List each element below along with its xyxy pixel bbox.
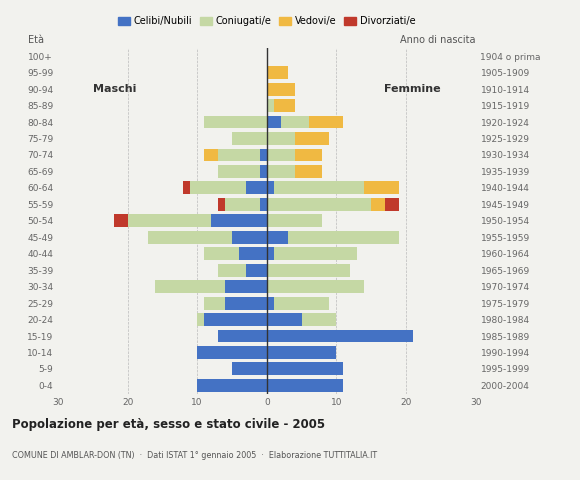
Bar [225,280,267,293]
Bar [239,247,267,260]
Bar [232,362,267,375]
Bar [190,181,246,194]
Bar [267,165,295,178]
Bar [295,165,322,178]
Bar [364,181,399,194]
Bar [281,116,309,129]
Bar [295,132,329,145]
Bar [267,280,364,293]
Bar [197,313,204,326]
Bar [267,116,281,129]
Bar [197,379,267,392]
Bar [218,264,246,276]
Bar [218,198,225,211]
Text: COMUNE DI AMBLAR-DON (TN)  ·  Dati ISTAT 1° gennaio 2005  ·  Elaborazione TUTTIT: COMUNE DI AMBLAR-DON (TN) · Dati ISTAT 1… [12,451,377,460]
Bar [267,66,288,79]
Text: Popolazione per età, sesso e stato civile - 2005: Popolazione per età, sesso e stato civil… [12,418,325,431]
Bar [288,231,399,244]
Bar [274,297,329,310]
Bar [183,181,190,194]
Bar [267,198,371,211]
Bar [267,379,343,392]
Bar [232,231,267,244]
Bar [267,362,343,375]
Bar [267,264,350,276]
Bar [246,264,267,276]
Bar [274,99,295,112]
Bar [295,148,322,161]
Bar [267,330,413,342]
Text: Anno di nascita: Anno di nascita [400,35,476,45]
Bar [232,132,267,145]
Bar [128,215,211,227]
Bar [211,215,267,227]
Bar [114,215,128,227]
Bar [225,297,267,310]
Bar [218,148,260,161]
Bar [218,165,260,178]
Bar [197,346,267,359]
Text: Femmine: Femmine [384,84,441,94]
Bar [274,181,364,194]
Bar [267,99,274,112]
Bar [225,198,260,211]
Bar [204,297,225,310]
Bar [302,313,336,326]
Bar [385,198,399,211]
Bar [204,116,267,129]
Text: Maschi: Maschi [93,84,136,94]
Bar [155,280,225,293]
Bar [267,215,322,227]
Bar [371,198,385,211]
Bar [267,231,288,244]
Bar [260,165,267,178]
Bar [260,148,267,161]
Bar [267,297,274,310]
Bar [204,313,267,326]
Bar [260,198,267,211]
Bar [204,247,239,260]
Bar [267,83,295,96]
Bar [148,231,232,244]
Bar [267,181,274,194]
Bar [267,247,274,260]
Bar [246,181,267,194]
Bar [267,132,295,145]
Bar [204,148,218,161]
Bar [267,346,336,359]
Text: Età: Età [28,35,44,45]
Bar [267,148,295,161]
Bar [267,313,302,326]
Bar [274,247,357,260]
Bar [309,116,343,129]
Bar [218,330,267,342]
Legend: Celibi/Nubili, Coniugati/e, Vedovi/e, Divorziati/e: Celibi/Nubili, Coniugati/e, Vedovi/e, Di… [114,12,419,30]
